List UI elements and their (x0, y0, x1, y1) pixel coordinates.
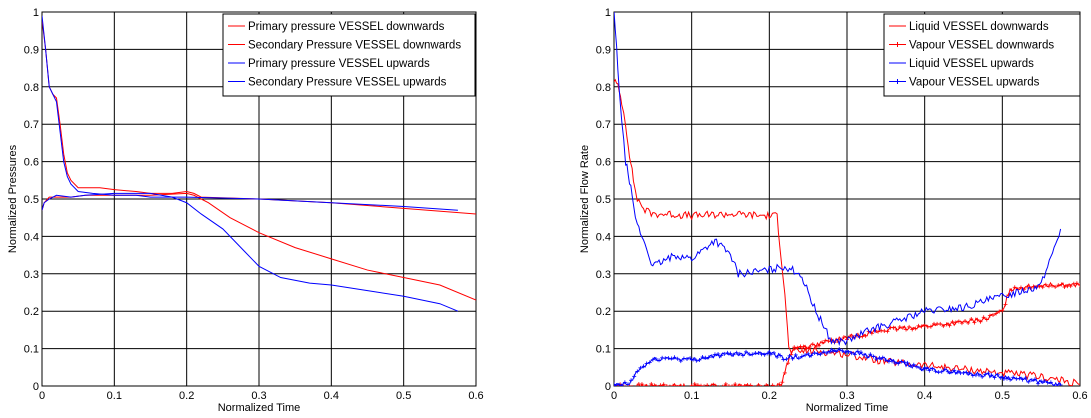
y-tick-label: 0.3 (596, 269, 611, 281)
flow-rate-chart: 0 0.1 0.2 0.3 0.4 0.5 0.6 0 0.1 0.2 0.3 0.4 0.5 0.6 0.… (579, 7, 1088, 414)
axes-frame (613, 11, 1081, 387)
series-line-3 (42, 15, 458, 211)
y-tick-label: 0.9 (24, 44, 39, 56)
x-axis-label: Normalized Time (218, 402, 301, 414)
x-axis-label: Normalized Time (806, 402, 889, 414)
y-tick-label: 0.8 (596, 82, 611, 94)
y-axis-label: Normalized Pressures (7, 144, 19, 253)
legend-label: Liquid VESSEL upwards (909, 58, 1034, 70)
y-tick-label: 0.4 (596, 231, 611, 243)
x-tick-label: 0.2 (762, 390, 777, 402)
x-tick-label: 0.3 (251, 390, 266, 402)
y-tick-label: 0.8 (24, 82, 39, 94)
y-tick-label: 1 (33, 7, 39, 19)
legend-label: Primary pressure VESSEL downwards (248, 21, 445, 33)
legend-label: Secondary Pressure VESSEL downwards (248, 40, 461, 52)
y-tick-label: 0.4 (24, 231, 39, 243)
legend-label: Liquid VESSEL downwards (909, 21, 1049, 33)
y-tick-label: 0.7 (24, 119, 39, 131)
series-line-3 (614, 12, 1062, 347)
x-tick-label: 0.6 (1072, 390, 1087, 402)
y-tick-label: 0.2 (596, 306, 611, 318)
y-tick-label: 0.2 (24, 306, 39, 318)
legend-box (883, 13, 1081, 97)
x-tick-label: 0.5 (396, 390, 411, 402)
legend: Primary pressure VESSEL downwards Seconda… (222, 13, 476, 97)
x-tick-label: 0.6 (468, 390, 483, 402)
y-tick-label: 0.1 (24, 344, 39, 356)
y-tick-label: 0.5 (24, 194, 39, 206)
x-tick-label: 0 (39, 390, 45, 402)
x-tick-label: 0.5 (995, 390, 1010, 402)
x-tick-label: 0.2 (179, 390, 194, 402)
y-tick-label: 0 (605, 381, 611, 393)
axes-frame (41, 11, 477, 387)
series-line-2 (42, 192, 476, 301)
x-tick-label: 0.4 (324, 390, 339, 402)
y-tick-label: 0.9 (596, 44, 611, 56)
series-line-1 (614, 78, 1080, 386)
legend: Liquid VESSEL downwards Vapour VESSEL dow… (883, 13, 1081, 97)
x-tick-label: 0.4 (917, 390, 932, 402)
legend-box (222, 13, 476, 97)
x-tick-label: 0.1 (107, 390, 122, 402)
y-tick-label: 0.7 (596, 119, 611, 131)
pressure-chart: 0 0.1 0.2 0.3 0.4 0.5 0.6 0 0.1 0.2 0.3 0.4 0.5 0.6 0.… (7, 7, 484, 414)
y-tick-label: 0.3 (24, 269, 39, 281)
x-tick-label: 0 (611, 390, 617, 402)
series-line-4 (42, 192, 459, 312)
y-tick-label: 0.1 (596, 344, 611, 356)
y-tick-label: 1 (605, 7, 611, 19)
legend-label: Primary pressure VESSEL upwards (248, 58, 430, 70)
legend-label: Vapour VESSEL downwards (909, 40, 1054, 52)
y-tick-label: 0.6 (596, 157, 611, 169)
series-markers-4 (614, 347, 1063, 386)
legend-label: Secondary Pressure VESSEL upwards (248, 77, 447, 89)
y-tick-label: 0.5 (596, 194, 611, 206)
y-tick-label: 0 (33, 381, 39, 393)
x-tick-label: 0.3 (839, 390, 854, 402)
y-axis-label: Normalized Flow Rate (579, 145, 591, 253)
x-tick-label: 0.1 (684, 390, 699, 402)
legend-label: Vapour VESSEL upwards (909, 77, 1040, 89)
y-tick-label: 0.6 (24, 157, 39, 169)
